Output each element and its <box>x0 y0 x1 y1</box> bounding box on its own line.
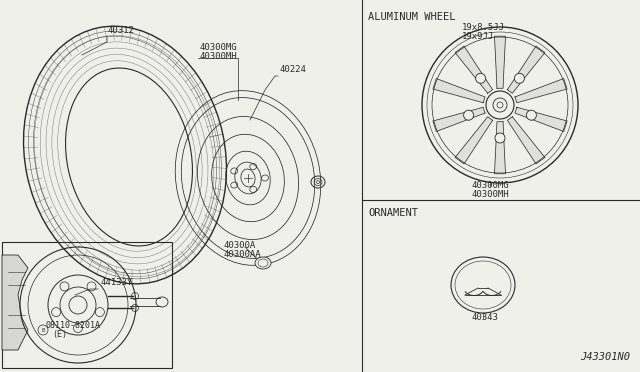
Polygon shape <box>515 107 567 131</box>
Text: 40300AA: 40300AA <box>224 250 262 259</box>
Polygon shape <box>508 117 545 164</box>
Text: 40343: 40343 <box>472 313 499 322</box>
Text: J43301N0: J43301N0 <box>580 352 630 362</box>
Text: 19x9JJ: 19x9JJ <box>462 32 494 41</box>
Text: 40300MG: 40300MG <box>472 181 509 190</box>
Text: ORNAMENT: ORNAMENT <box>368 208 418 218</box>
Ellipse shape <box>463 110 474 120</box>
Text: ALUMINUM WHEEL: ALUMINUM WHEEL <box>368 12 456 22</box>
Ellipse shape <box>255 257 271 269</box>
Text: 40300MH: 40300MH <box>472 190 509 199</box>
Text: 40300MG: 40300MG <box>200 43 237 52</box>
Text: 08110-8201A: 08110-8201A <box>45 321 100 330</box>
Ellipse shape <box>495 133 505 143</box>
Polygon shape <box>433 78 485 103</box>
Ellipse shape <box>515 73 524 83</box>
Polygon shape <box>455 46 493 93</box>
Text: 19x8.5JJ: 19x8.5JJ <box>462 23 505 32</box>
Polygon shape <box>2 255 28 350</box>
FancyBboxPatch shape <box>2 242 172 368</box>
Polygon shape <box>433 107 485 131</box>
Ellipse shape <box>526 110 536 120</box>
Text: 44133Y: 44133Y <box>100 278 132 287</box>
Polygon shape <box>508 46 545 93</box>
Text: 40312: 40312 <box>107 26 134 35</box>
Text: 40300MH: 40300MH <box>200 52 237 61</box>
Polygon shape <box>455 117 493 164</box>
Polygon shape <box>515 78 567 103</box>
Polygon shape <box>495 122 506 174</box>
Text: 40300A: 40300A <box>224 241 256 250</box>
Text: 40224: 40224 <box>280 65 307 74</box>
Text: B: B <box>42 327 45 333</box>
Polygon shape <box>495 36 506 88</box>
Ellipse shape <box>476 73 486 83</box>
Text: (E): (E) <box>52 330 67 339</box>
